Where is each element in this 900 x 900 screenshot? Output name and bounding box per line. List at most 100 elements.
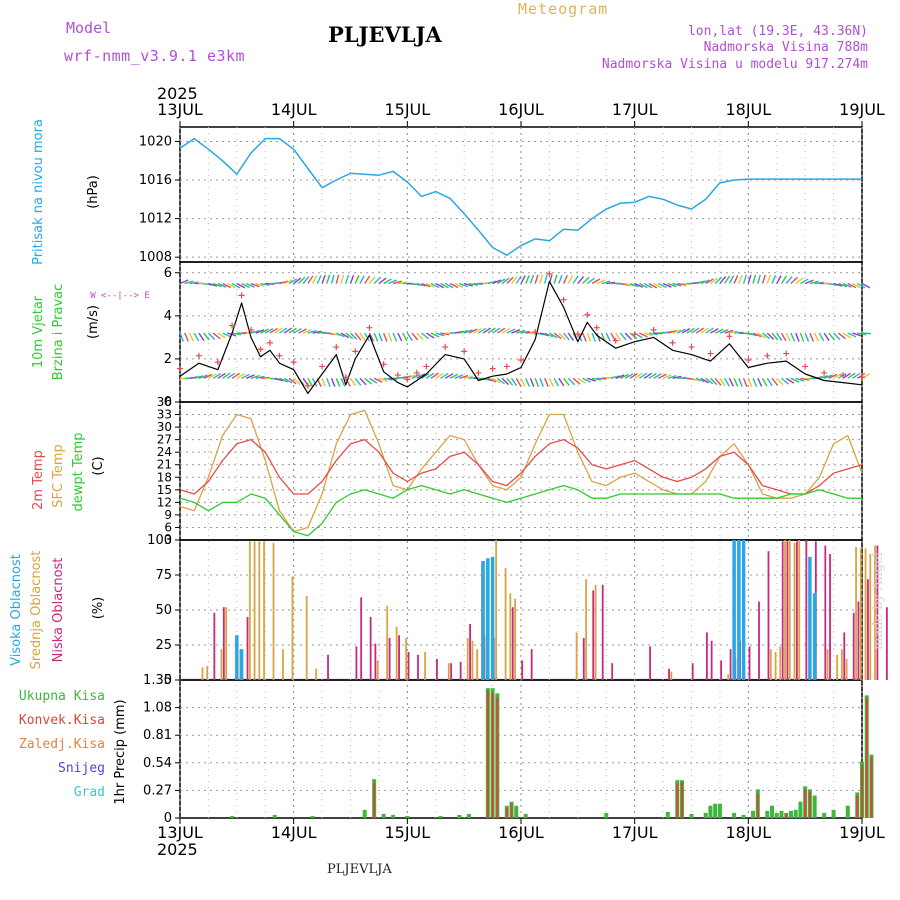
wind-barb [293,377,301,386]
mid-cloud-bar [376,660,379,680]
y-tick-label: 21 [157,458,172,472]
total-precip-bar [770,805,775,818]
mid-cloud-bar [575,632,578,680]
wind-barb [373,377,383,383]
total-precip-bar [779,810,784,818]
total-precip-bar [717,803,722,818]
wind-barb [596,332,601,342]
wind-barb [714,377,722,386]
wind-barb [454,374,464,379]
wind-barb [529,378,535,387]
time-label-bottom: 13JUL [157,823,203,842]
wind-barb [501,377,510,386]
low-cloud-bar [521,660,524,680]
wind-barb [700,327,709,334]
wind-gust-marker [840,372,847,379]
wind-barb [430,332,440,338]
high-cloud-bar [732,540,736,680]
wind-direction-legend: W <--|--> E [90,291,150,301]
wind-barb [781,377,789,385]
wind-gust-marker [612,337,619,344]
total-precip-bar [689,813,694,818]
total-precip-bar [713,803,718,818]
wind-barb [279,377,289,383]
wind-barb [838,282,847,288]
mid-cloud-bar [855,547,857,680]
wind-side-label-b: Brzina i Pravac [51,284,66,381]
wind-barb [511,329,521,334]
wind-barb [724,275,731,284]
total-precip-bar [845,805,850,818]
wind-barb [435,372,444,379]
wind-barb [539,274,544,284]
time-label-bottom: 19JUL [839,823,885,842]
wind-barb [189,281,199,285]
low-cloud-label: Niska Oblacnost [51,558,66,663]
wind-gust-marker [518,357,524,363]
mid-cloud-bar [495,540,498,680]
wind-barb [629,372,638,379]
wind-barb [615,374,625,379]
total-precip-bar [812,795,817,818]
convective-precip-bar [870,756,873,818]
wind-gust-marker [584,311,591,318]
wind-barb [217,332,226,339]
wind-barb [459,282,469,288]
temp-unit-label: (C) [91,456,106,475]
wind-barb [487,280,497,285]
pressure-line [179,137,862,256]
time-label-bottom: 15JUL [384,823,430,842]
low-cloud-bar [222,607,225,680]
wind-barb [349,274,355,284]
wind-barb [653,282,662,289]
total-precip-bar [732,812,737,818]
wind-barb [269,327,278,334]
wind-barb [241,282,250,289]
wind-barb [562,275,568,284]
wind-barb [525,275,530,284]
wind-barb [677,282,687,286]
wind-barb [350,332,358,340]
low-cloud-bar [867,579,869,680]
wind-barb [761,274,766,284]
mid-cloud-bar [263,541,265,680]
wind-barb [780,332,787,342]
wind-gust-marker [257,346,264,353]
y-tick-label: 0.81 [143,728,172,743]
low-cloud-bar [436,659,438,680]
low-cloud-bar [355,646,358,680]
total-precip-bar [788,810,793,818]
mid-cloud-label: Srednja Oblacnost [29,551,44,670]
wind-gust-marker [593,324,600,331]
wind-barb [567,332,574,341]
total-precip-bar [703,812,708,818]
wind-barb [411,332,419,341]
high-cloud-bar [812,593,817,680]
wind-barb [629,282,639,288]
low-cloud-bar [450,663,453,680]
wind-barb [606,281,616,285]
model-name: wrf-nmm_v3.9.1 e3km [64,47,246,65]
wind-barb [416,332,424,340]
wind-barb [695,377,705,383]
wind-barb [369,377,378,384]
low-cloud-bar [459,661,462,680]
low-cloud-bar [706,632,708,680]
wind-barb [833,332,841,340]
wind-barb [710,277,718,285]
wind-barb [662,282,672,288]
convective-precip-bar [856,795,859,818]
year-label-top: 2025 [157,84,198,103]
low-cloud-bar [469,624,472,680]
wind-barb [734,331,744,334]
meteogram-label: Meteogram [518,0,609,18]
wind-gust-marker [546,270,553,277]
y-tick-label: 1020 [139,134,172,149]
wind-barb [359,275,365,284]
wind-gust-marker [276,352,283,359]
time-label-top: 15JUL [384,100,430,119]
mid-cloud-bar [291,576,294,680]
wind-barb [444,282,454,289]
wind-barb [842,282,852,288]
high-cloud-bar [741,540,746,680]
